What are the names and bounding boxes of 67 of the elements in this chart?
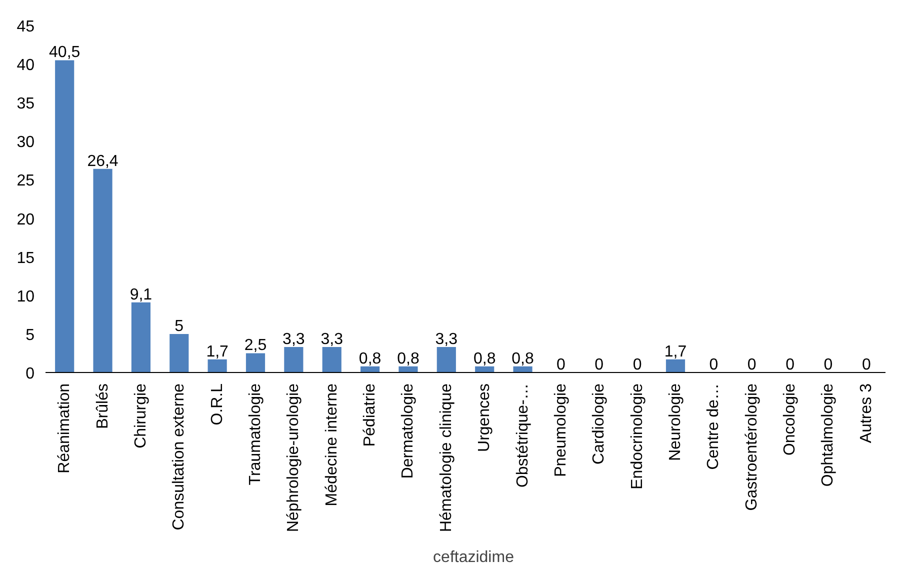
x-tick-label: Obstétrique-… xyxy=(514,383,532,488)
data-label: 0,8 xyxy=(397,350,420,368)
x-tick-label: O.R.L xyxy=(208,383,226,426)
bar xyxy=(208,359,227,372)
bar xyxy=(398,366,418,372)
x-tick-label: Gastroentérologie xyxy=(743,383,760,511)
data-label: 0,8 xyxy=(358,350,382,368)
x-tick-label: Ophtalmologie xyxy=(820,383,837,487)
bar xyxy=(170,334,189,372)
bar xyxy=(513,366,532,372)
data-label: 0,8 xyxy=(473,350,496,368)
x-tick-label: Autres 3 xyxy=(858,383,875,444)
data-label: 3,3 xyxy=(435,331,458,348)
y-tick-label: 5 xyxy=(26,326,35,344)
data-label: 1,7 xyxy=(664,343,687,360)
x-tick-label: Centre de… xyxy=(705,384,722,470)
x-tick-label: Consultation externe xyxy=(170,383,188,530)
bar xyxy=(284,347,304,372)
y-tick-label: 20 xyxy=(16,211,35,228)
x-tick-label: Chirurgie xyxy=(132,383,150,448)
y-tick-label: 10 xyxy=(16,288,35,306)
data-label: 0 xyxy=(709,356,718,374)
x-tick-label: Médecine interne xyxy=(323,383,340,506)
data-label: 0 xyxy=(747,356,756,374)
data-label: 3,3 xyxy=(320,331,344,348)
x-tick-label: Hématologie clinique xyxy=(438,383,455,532)
data-label: 3,3 xyxy=(282,331,305,348)
bar xyxy=(322,347,342,372)
y-tick-label: 25 xyxy=(16,172,35,190)
data-label: 0 xyxy=(862,356,871,374)
data-label: 0 xyxy=(632,356,642,374)
y-tick-label: 0 xyxy=(26,366,35,382)
bar xyxy=(666,359,686,372)
x-tick-label: Oncologie xyxy=(782,383,799,456)
x-tick-label: Cardiologie xyxy=(590,383,608,464)
data-label: 0 xyxy=(556,356,566,374)
data-label: 9,1 xyxy=(130,286,152,304)
bar xyxy=(246,353,266,372)
x-tick-label: Pneumologie xyxy=(552,383,570,477)
data-label: 40,5 xyxy=(49,44,80,62)
bar xyxy=(131,302,150,372)
data-label: 0 xyxy=(786,356,795,374)
x-tick-label: Brûlés xyxy=(94,383,112,429)
y-tick-label: 35 xyxy=(16,96,35,113)
x-tick-label: Pédiatrie xyxy=(362,383,379,447)
x-tick-label: Néphrologie-urologie xyxy=(285,383,302,532)
x-tick-label: Traumatologie xyxy=(247,383,264,486)
y-tick-label: 40 xyxy=(16,57,35,74)
x-tick-label: Réanimation xyxy=(56,384,74,474)
data-label: 5 xyxy=(174,318,184,335)
x-tick-label: Urgences xyxy=(476,383,494,452)
data-label: 2,5 xyxy=(244,337,267,354)
data-label: 1,7 xyxy=(206,343,229,360)
bar xyxy=(436,347,456,372)
x-tick-label: Dermatologie xyxy=(400,383,417,479)
y-tick-label: 30 xyxy=(16,134,35,152)
data-label: 0 xyxy=(594,356,604,374)
x-tick-label: Neurologie xyxy=(667,383,684,461)
y-tick-label: 45 xyxy=(16,18,35,36)
data-label: 26,4 xyxy=(87,152,118,170)
bar xyxy=(55,60,74,372)
x-tick-label: Endocrinologie xyxy=(628,383,646,490)
bar xyxy=(93,168,112,372)
text: ceftazidime xyxy=(433,548,514,566)
data-label: 0 xyxy=(824,356,833,374)
y-tick-label: 15 xyxy=(16,250,35,267)
data-label: 0,8 xyxy=(512,350,534,368)
